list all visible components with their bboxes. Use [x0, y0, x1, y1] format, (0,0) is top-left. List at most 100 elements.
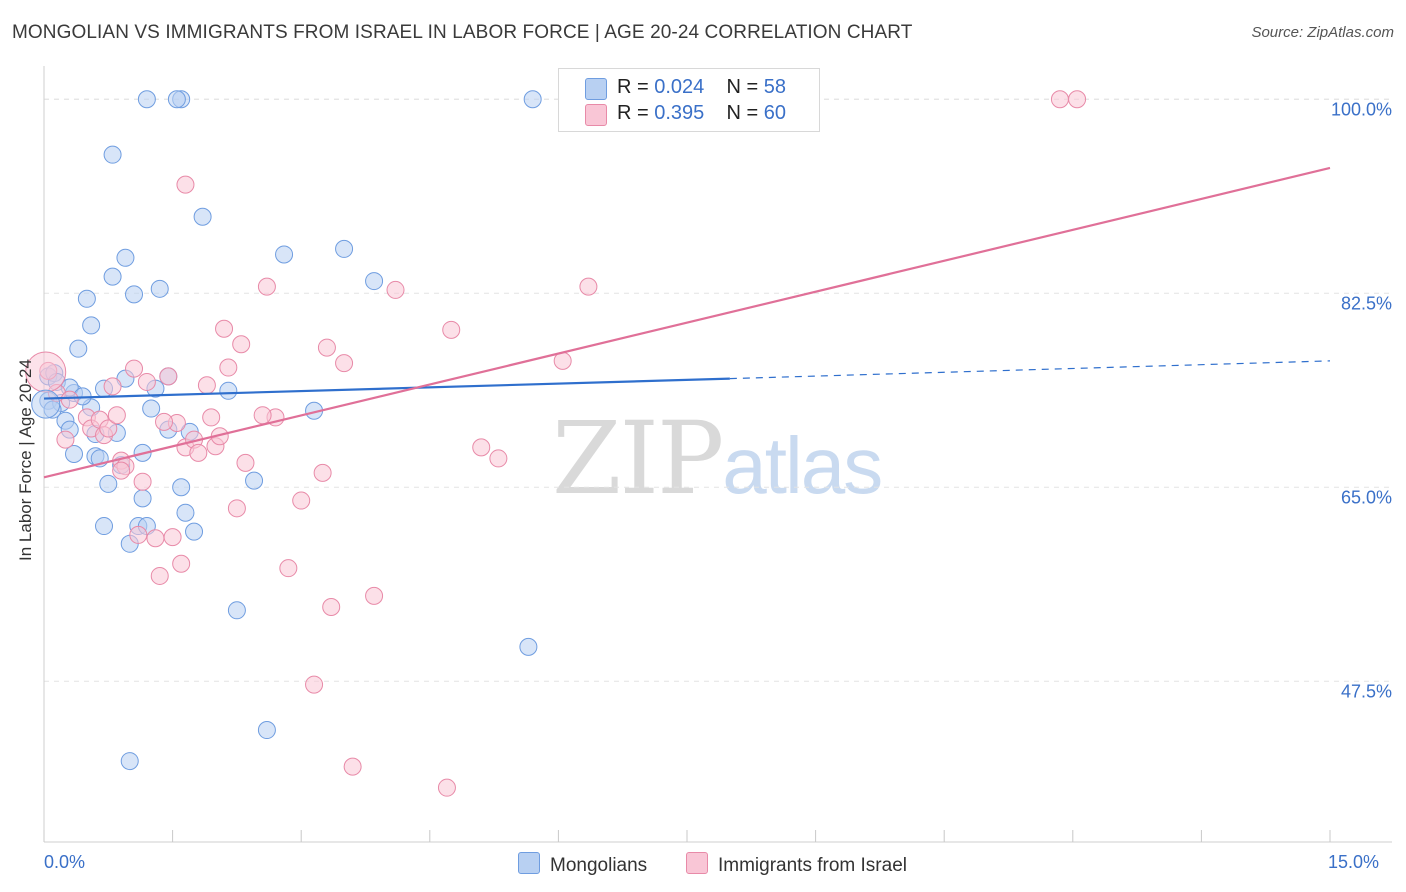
legend-n-label: N = — [726, 76, 759, 98]
israel-point — [112, 461, 131, 480]
israel-point — [292, 491, 311, 510]
israel-point — [472, 438, 491, 457]
israel-point — [125, 359, 144, 378]
israel-point — [137, 372, 156, 391]
israel-point — [99, 419, 118, 438]
mongolian-point — [69, 339, 88, 358]
mongolian-point — [275, 245, 294, 264]
legend-swatch-mongolians — [585, 78, 607, 100]
israel-point — [1068, 90, 1087, 109]
mongolian-point — [176, 503, 195, 522]
mongolian-point — [219, 381, 238, 400]
watermark: ZIPatlas — [552, 400, 883, 517]
israel-point — [56, 430, 75, 449]
legend-n-label: N = — [726, 102, 759, 124]
mongolian-point — [519, 637, 538, 656]
mongolian-point — [120, 752, 139, 771]
y-tick-label: 47.5% — [1341, 681, 1392, 701]
israel-point — [253, 406, 272, 425]
mongolians-trend-line — [43, 377, 730, 400]
israel-point — [313, 463, 332, 482]
mongolian-point — [245, 471, 264, 490]
israel-point — [202, 408, 221, 427]
bottom-legend-israel[interactable]: Immigrants from Israel — [686, 852, 907, 877]
israel-point — [305, 675, 324, 694]
israel-point — [107, 406, 126, 425]
legend-r-value: 0.024 — [654, 76, 705, 98]
bottom-legend-label-israel: Immigrants from Israel — [718, 855, 907, 876]
israel-point — [365, 586, 384, 605]
israel-point — [317, 338, 336, 357]
israel-point — [215, 319, 234, 338]
israel-point — [155, 412, 174, 431]
bottom-legend-mongolians[interactable]: Mongolians — [518, 852, 647, 877]
mongolian-point — [142, 399, 161, 418]
bottom-legend-label-mongolians: Mongolians — [550, 855, 648, 876]
israel-point — [219, 358, 238, 377]
y-tick-label: 82.5% — [1341, 293, 1392, 313]
legend-swatch-israel — [585, 104, 607, 126]
mongolian-point — [335, 239, 354, 258]
israel-point — [189, 443, 208, 462]
mongolians-trend-extension — [729, 360, 1331, 380]
israel-point — [60, 390, 79, 409]
legend: R = 0.024 N = 58 R = 0.395 N = 60 — [558, 68, 820, 132]
israel-point — [159, 367, 178, 386]
israel-point — [386, 280, 405, 299]
grid-layer — [44, 98, 1392, 682]
points-layer — [25, 90, 1087, 797]
trend-layer — [43, 166, 1331, 479]
mongolian-point — [257, 721, 276, 740]
mongolian-point — [172, 478, 191, 497]
legend-n-value: 60 — [763, 102, 787, 124]
israel-point — [197, 376, 216, 395]
watermark-zip: ZIP — [552, 400, 724, 517]
israel-trend-line — [43, 166, 1331, 479]
legend-r-label: R = — [617, 102, 649, 124]
israel-point — [579, 277, 598, 296]
israel-point — [442, 320, 461, 339]
israel-point — [150, 566, 169, 585]
israel-point — [322, 597, 341, 616]
mongolian-point — [116, 248, 135, 267]
bottom-legend-swatch-mongolians — [518, 852, 540, 874]
bottom-legend-swatch-israel — [686, 852, 708, 874]
mongolian-point — [82, 316, 101, 335]
israel-point — [129, 525, 148, 544]
mongolian-point — [95, 517, 114, 536]
israel-point — [163, 528, 182, 547]
israel-point — [1050, 90, 1069, 109]
mongolian-point — [77, 289, 96, 308]
israel-point — [489, 449, 508, 468]
mongolian-point — [99, 474, 118, 493]
legend-r-value: 0.395 — [654, 102, 705, 124]
watermark-atlas: atlas — [722, 421, 883, 510]
x-tick-label-min: 0.0% — [44, 852, 86, 872]
chart-title: MONGOLIAN VS IMMIGRANTS FROM ISRAEL IN L… — [12, 22, 913, 43]
mongolian-point — [31, 389, 61, 419]
mongolian-point — [103, 267, 122, 286]
mongolian-point — [65, 445, 84, 463]
israel-point — [437, 778, 456, 797]
mongolian-point — [185, 522, 204, 541]
israel-point — [133, 472, 152, 491]
israel-point — [172, 554, 191, 573]
axis-layer — [43, 66, 1392, 843]
israel-point — [257, 277, 276, 296]
mongolian-point — [125, 285, 144, 304]
israel-point — [227, 499, 246, 518]
israel-point — [335, 354, 354, 373]
x-tick-label-max: 15.0% — [1328, 852, 1380, 872]
israel-point — [236, 453, 255, 472]
israel-point — [176, 175, 195, 194]
mongolian-point — [133, 489, 152, 508]
mongolian-point — [523, 90, 542, 109]
israel-point — [343, 757, 362, 776]
source-credit: Source: ZipAtlas.com — [1251, 24, 1394, 41]
israel-point — [232, 335, 251, 354]
y-tick-label: 65.0% — [1341, 487, 1392, 507]
legend-n-value: 58 — [763, 76, 787, 98]
y-tick-labels: 47.5% 65.0% 82.5% 100.0% — [1331, 99, 1392, 701]
y-axis-label: In Labor Force | Age 20-24 — [16, 359, 35, 561]
